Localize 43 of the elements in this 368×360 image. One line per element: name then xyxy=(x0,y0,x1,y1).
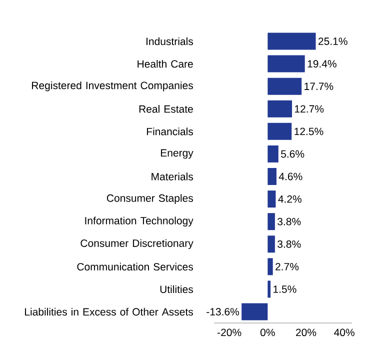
data-label: 3.8% xyxy=(278,240,301,248)
y-tick-label: Liabilities in Excess of Other Assets xyxy=(25,308,193,316)
bar xyxy=(268,258,273,276)
bar xyxy=(268,78,302,95)
data-label: 12.7% xyxy=(295,105,324,113)
bar xyxy=(242,303,268,320)
bar xyxy=(268,236,275,253)
bar xyxy=(268,122,292,140)
y-tick-label: Registered Investment Companies xyxy=(32,81,193,92)
bar xyxy=(268,55,305,72)
y-tick-label: Materials xyxy=(152,172,193,180)
bar xyxy=(268,100,292,118)
x-tick-label: 20% xyxy=(296,328,316,336)
data-label: 17.7% xyxy=(304,82,334,90)
x-tick-label: 40% xyxy=(334,328,354,336)
y-tick-label: Information Technology xyxy=(85,216,194,226)
bar xyxy=(268,145,278,162)
data-label: 5.6% xyxy=(281,150,304,158)
data-label: 1.5% xyxy=(274,286,296,293)
y-tick-label: Communication Services xyxy=(77,262,193,271)
y-tick-label: Health Care xyxy=(138,60,193,68)
x-tick-label: -20% xyxy=(218,328,242,336)
y-tick-label: Utilities xyxy=(160,285,193,294)
data-label: 3.8% xyxy=(278,218,301,226)
data-label: 2.7% xyxy=(276,262,299,270)
data-label: 12.5% xyxy=(294,128,324,136)
y-tick-label: Industrials xyxy=(146,37,193,46)
data-label: 4.2% xyxy=(278,195,302,203)
x-tick-label: 0% xyxy=(260,328,275,336)
y-tick-label: Consumer Staples xyxy=(106,194,193,204)
bar xyxy=(268,168,276,186)
y-tick-label: Energy xyxy=(160,149,194,159)
bar xyxy=(268,190,276,208)
y-tick-label: Consumer Discretionary xyxy=(80,239,194,250)
data-label: -13.6% xyxy=(206,308,240,316)
bar xyxy=(268,213,275,230)
data-label: 25.1% xyxy=(318,38,348,45)
y-tick-label: Real Estate xyxy=(139,105,193,113)
bar xyxy=(268,32,316,50)
y-tick-label: Financials xyxy=(146,128,193,136)
data-label: 4.6% xyxy=(278,172,302,180)
data-label: 19.4% xyxy=(308,60,336,68)
bar xyxy=(268,280,271,298)
